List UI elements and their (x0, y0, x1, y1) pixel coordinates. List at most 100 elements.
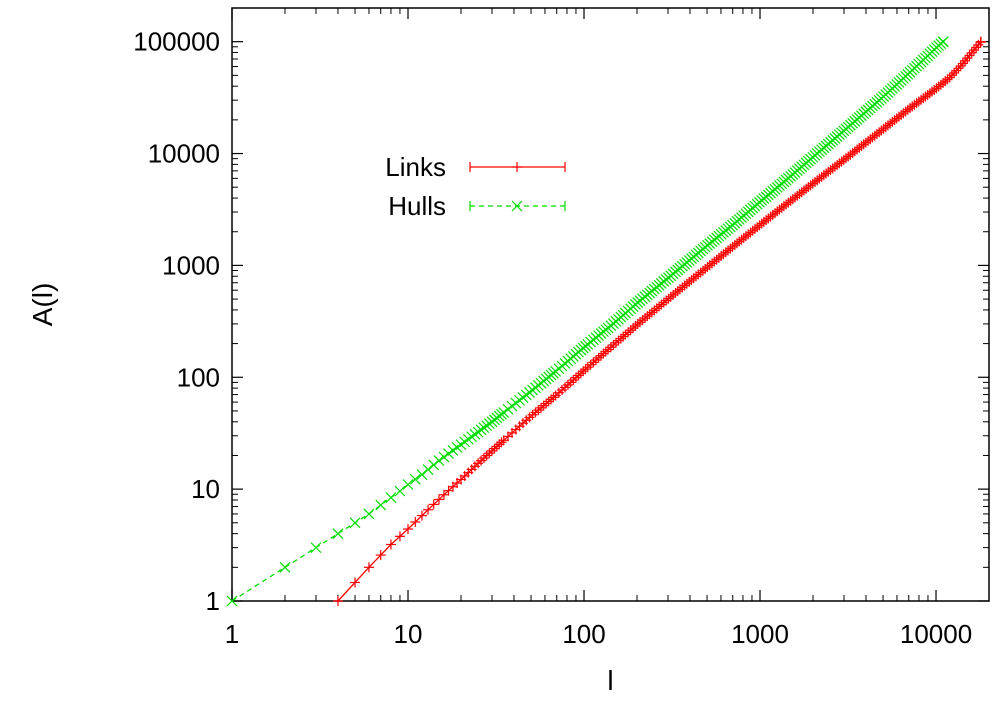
data-point (466, 431, 478, 443)
y-tick-label: 1 (206, 586, 220, 616)
data-point (350, 577, 361, 588)
data-point (568, 375, 579, 386)
data-point (438, 489, 449, 500)
data-point (570, 372, 581, 383)
data-point (953, 63, 964, 74)
data-point (394, 485, 406, 497)
y-tick-label: 10 (191, 474, 220, 504)
data-point (611, 337, 622, 348)
series-line-hulls (231, 41, 944, 602)
plot-frame (231, 7, 990, 602)
data-point (385, 492, 397, 504)
y-axis-label: A(l) (27, 283, 58, 327)
data-point (410, 517, 421, 528)
x-axis-label: l (607, 665, 613, 696)
data-point (494, 439, 505, 450)
legend-marker-links (512, 162, 522, 172)
data-point (279, 561, 291, 573)
data-point (625, 325, 636, 336)
data-point (462, 433, 474, 445)
legend-label-links: Links (385, 152, 446, 182)
data-point (949, 67, 960, 78)
data-point (533, 405, 544, 416)
data-point (628, 323, 639, 334)
x-tick-label: 10 (394, 619, 423, 649)
data-point (363, 508, 375, 520)
data-point (588, 357, 599, 368)
data-point (966, 47, 977, 58)
data-point (968, 45, 979, 56)
data-point (608, 339, 619, 350)
data-point (593, 352, 604, 363)
x-tick-label: 1 (225, 619, 239, 649)
data-point (498, 407, 510, 418)
x-tick-label: 1000 (731, 619, 789, 649)
data-point (591, 355, 602, 366)
data-point (423, 504, 434, 515)
series-links (332, 36, 986, 606)
data-point (605, 342, 616, 353)
data-point (618, 331, 629, 342)
data-point (944, 72, 955, 83)
data-point (634, 317, 645, 328)
data-point (363, 562, 374, 573)
data-point (964, 50, 975, 61)
data-point (433, 455, 445, 467)
data-point (428, 499, 439, 510)
data-point (402, 479, 414, 490)
data-point (565, 377, 576, 388)
data-point (598, 348, 609, 359)
data-point (443, 448, 454, 460)
data-point (349, 517, 361, 529)
data-point (543, 396, 554, 407)
series-line-links (337, 41, 982, 602)
data-point (484, 448, 495, 459)
data-point (942, 74, 953, 85)
series-hulls (226, 36, 949, 607)
data-point (975, 36, 986, 47)
data-point (600, 346, 611, 357)
y-tick-label: 10000 (148, 139, 220, 169)
y-tick-label: 1000 (162, 250, 220, 280)
data-point (496, 437, 507, 448)
data-point (946, 70, 957, 81)
data-point (971, 42, 982, 53)
data-point (416, 510, 427, 521)
data-point (951, 65, 962, 76)
data-point (438, 451, 450, 463)
data-point (403, 524, 414, 535)
data-point (491, 441, 502, 452)
data-point (332, 596, 343, 606)
data-point (422, 464, 434, 475)
data-point (656, 299, 667, 310)
data-point (623, 327, 634, 338)
data-point (433, 494, 444, 505)
data-point (960, 55, 971, 66)
data-point (428, 459, 440, 471)
data-point (416, 469, 428, 480)
y-tick-label: 100 (177, 362, 220, 392)
legend-label-hulls: Hulls (388, 191, 446, 221)
x-tick-label: 100 (562, 619, 605, 649)
data-point (548, 392, 559, 403)
data-point (538, 400, 549, 411)
data-point (489, 443, 500, 454)
data-point (486, 445, 497, 456)
data-point (646, 307, 657, 318)
data-point (481, 450, 492, 461)
data-point (957, 58, 968, 69)
data-point (332, 528, 344, 540)
data-point (637, 315, 648, 326)
data-point (962, 53, 973, 64)
data-point (409, 473, 421, 485)
data-point (226, 595, 238, 607)
data-point (575, 368, 586, 379)
data-point (573, 370, 584, 381)
data-point (536, 402, 547, 413)
data-point (613, 335, 624, 346)
data-point (580, 364, 591, 375)
x-tick-label: 10000 (900, 619, 972, 649)
data-point (375, 550, 386, 561)
